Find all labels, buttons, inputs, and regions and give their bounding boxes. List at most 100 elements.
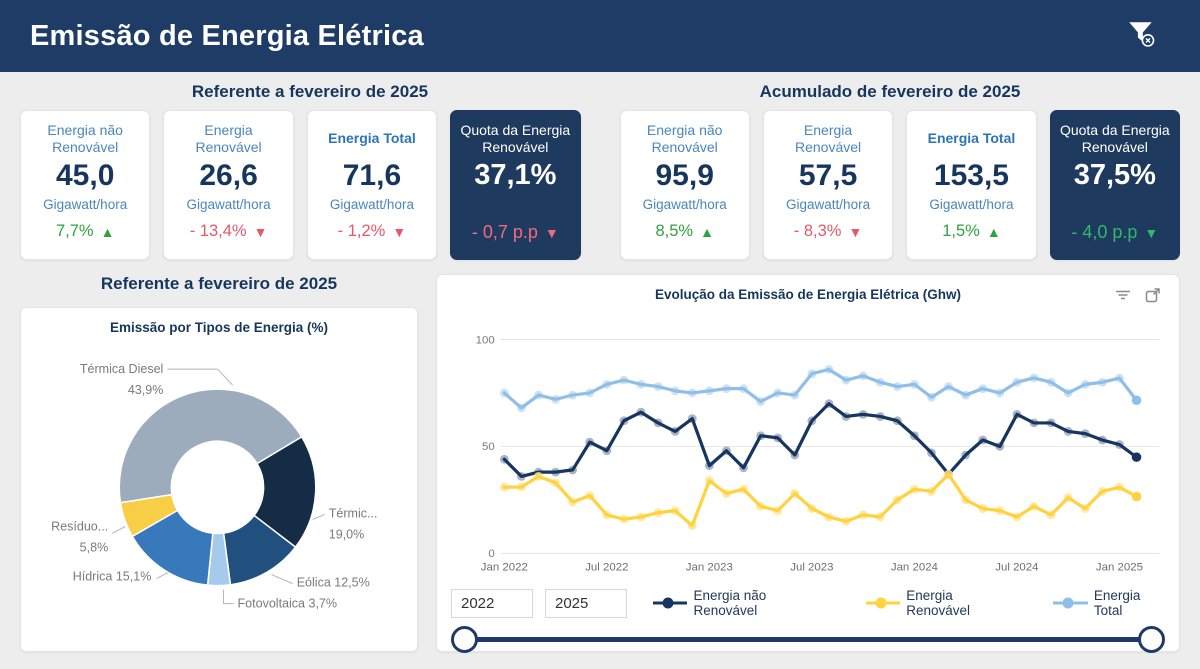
legend-marker-icon [865,597,901,609]
section-title-acumulado: Acumulado de fevereiro de 2025 [759,82,1021,101]
donut-slice-termica-diesel[interactable] [118,388,303,504]
dashboard-body: Referente a fevereiro de 2025 Acumulado … [0,72,1200,654]
triangle-down-icon: ▼ [392,223,407,240]
legend-marker-icon [653,597,688,609]
kpi-value: 71,6 [342,159,402,192]
triangle-down-icon: ▼ [544,224,559,241]
kpi-card-energia-total-acumulado: Energia Total 153,5 Gigawatt/hora 1,5% ▲ [906,110,1037,260]
kpi-delta: - 0,7 p.p ▼ [471,222,559,242]
donut-label-leader [167,368,233,386]
kpi-delta: - 4,0 p.p ▼ [1071,222,1159,242]
kpi-row: Energia não Renovável 45,0 Gigawatt/hora 7,… [20,110,1180,260]
kpi-value: 37,1% [474,159,557,191]
legend-label: Energia não Renovável [693,588,767,619]
kpi-card-energia-total-referente: Energia Total 71,6 Gigawatt/hora - 1,2% ▼ [306,110,438,260]
donut-label-leader [312,513,325,520]
kpi-delta: 8,5% ▲ [655,222,714,240]
donut-label-termica-diesel: Térmica Diesel [80,362,163,376]
x-axis-tick-label: Jan 2022 [481,562,528,574]
kpi-unit: Gigawatt/hora [329,197,414,212]
kpi-card-energia-nao-renovavel-acumulado: Energia não Renovável 95,9 Gigawatt/hora 8,… [619,110,750,260]
triangle-up-icon: ▲ [986,223,1001,240]
legend-label: Energia Renovável [906,588,971,619]
section-title-referente: Referente a fevereiro de 2025 [191,82,429,101]
x-axis-tick-label: Jan 2025 [1096,562,1143,574]
donut-label-pct: 43,9% [128,383,163,397]
kpi-label: Energia Renovável [195,121,262,156]
kpi-unit: Gigawatt/hora [642,197,727,212]
kpi-delta: - 13,4% ▼ [189,222,268,240]
year-end-input[interactable] [545,588,627,618]
kpi-unit: Gigawatt/hora [786,197,871,212]
kpi-unit: Gigawatt/hora [43,197,128,212]
kpi-value: 153,5 [933,159,1009,192]
kpi-card-quota-da-energia-renovavel-referente: Quota da Energia Renovável 37,1% - 0,7 p.p… [450,110,581,260]
kpi-label: Energia Total [328,130,416,147]
donut-slice-residuo[interactable] [119,493,179,538]
clear-filter-icon[interactable] [1126,20,1156,53]
triangle-up-icon: ▲ [700,223,714,240]
triangle-down-icon: ▼ [1144,224,1159,241]
y-axis-tick-label: 100 [476,334,495,346]
kpi-label: Energia Renovável [794,121,862,156]
donut-label-pct: 19,0% [329,528,365,542]
series-line-energia-renovavel [502,472,1139,528]
focus-mode-icon[interactable] [1145,287,1161,303]
kpi-unit: Gigawatt/hora [929,197,1014,212]
legend-marker-icon [1053,597,1088,609]
donut-label-leader [223,589,234,605]
donut-label-eolica: Eólica 12,5% [297,576,370,590]
y-axis-tick-label: 50 [482,441,495,453]
kpi-delta: - 8,3% ▼ [793,222,863,240]
kpi-label: Quota da Energia Renovável [1059,121,1170,156]
kpi-card-energia-renovavel-acumulado: Energia Renovável 57,5 Gigawatt/hora - 8,3%… [762,110,894,260]
donut-slice-termic[interactable] [253,435,317,549]
kpi-value: 45,0 [55,159,115,192]
chart-legend: Energia não Renovável Energia Renovável En… [653,588,1169,618]
x-axis-tick-label: Jan 2023 [686,562,733,574]
donut-chart: Térmica Diesel 43,9% Térmic... 19,0% Eólica … [51,362,378,611]
kpi-value: 95,9 [655,159,714,192]
kpi-delta: - 1,2% ▼ [337,222,407,240]
series-line-energia-nao-renovavel [502,402,1139,479]
line-chart-title: Evolução da Emissão de Energia Elétrica … [654,287,962,302]
donut-label-leader [271,574,293,585]
kpi-value: 37,5% [1073,159,1156,191]
legend-item-energia-nao-renovavel[interactable]: Energia não Renovável [653,588,828,618]
donut-label-residuo: Resíduo... [51,519,108,533]
donut-label-leader [156,572,169,580]
kpi-unit: Gigawatt/hora [186,197,271,212]
kpi-card-energia-renovavel-referente: Energia Renovável 26,6 Gigawatt/hora - 13,4… [163,110,294,260]
x-axis-tick-label: Jul 2023 [790,562,833,574]
date-range-slider[interactable] [451,622,1165,656]
slider-handle-end[interactable] [1138,626,1165,654]
kpi-label: Energia não Renovável [646,121,723,156]
legend-item-energia-renovavel[interactable]: Energia Renovável [865,588,1016,619]
kpi-value: 57,5 [798,159,858,192]
line-chart-card: Evolução da Emissão de Energia Elétrica … [436,274,1180,654]
series-end-point [1131,452,1142,462]
kpi-card-quota-da-energia-renovavel-acumulado: Quota da Energia Renovável 37,5% - 4,0 p.p… [1049,110,1180,260]
kpi-label: Quota da Energia Renovável [460,121,571,156]
kpi-delta: 7,7% ▲ [55,222,115,240]
kpi-label: Energia não Renovável [47,121,123,156]
slider-track[interactable] [463,637,1153,643]
year-start-input[interactable] [451,588,533,618]
filter-lines-icon[interactable] [1115,288,1131,302]
triangle-down-icon: ▼ [253,223,268,240]
y-axis-tick-label: 0 [488,548,494,560]
donut-label-termic: Térmic... [329,506,378,520]
series-line-energia-total [502,367,1139,410]
donut-label-hidrica: Hídrica 15,1% [73,570,152,584]
donut-chart-title: Emissão por Tipos de Energia (%) [109,320,329,335]
donut-label-pct: 5,8% [80,541,109,555]
app-header: Emissão de Energia Elétrica [0,0,1200,72]
legend-item-energia-total[interactable]: Energia Total [1053,588,1169,618]
donut-card: Emissão por Tipos de Energia (%) Térmica… [20,307,418,652]
series-end-point [1131,395,1142,405]
slider-handle-start[interactable] [451,626,478,654]
x-axis-tick-label: Jan 2024 [891,562,939,574]
kpi-value: 26,6 [199,159,258,192]
section-title-donut: Referente a fevereiro de 2025 [100,274,338,293]
line-chart: 0 50 100 Jan 2022 Jul 2022 Jan 2023 Jul 2023 Ja… [476,334,1160,574]
